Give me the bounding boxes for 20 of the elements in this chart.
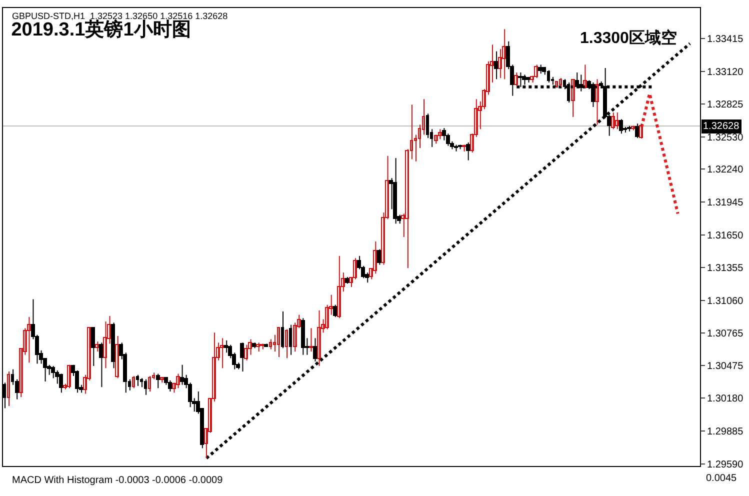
ref-line-label: 1.32628 bbox=[703, 121, 740, 132]
y-tick-label: 1.29885 bbox=[707, 426, 744, 438]
y-tick-label: 1.29590 bbox=[707, 459, 744, 470]
y-tick-label: 1.32530 bbox=[707, 132, 744, 144]
y-tick-label: 1.30475 bbox=[707, 360, 744, 372]
y-tick-label: 1.32240 bbox=[707, 164, 744, 176]
text: MACD With Histogram -0.0003 -0.0006 -0.0009 bbox=[12, 475, 224, 486]
text: 2019.3.1英镑1小时图 bbox=[11, 18, 191, 41]
y-tick-label: 1.32825 bbox=[707, 100, 744, 111]
chart-subtitle: GBPUSD-STD,H1 1.32523 1.32650 1.32516 1.32628 bbox=[12, 11, 228, 21]
y-tick-label: 1.33415 bbox=[707, 34, 744, 46]
annotation: 1.3300区域空 bbox=[580, 29, 677, 47]
y-tick-label: 1.30765 bbox=[707, 328, 744, 340]
y-tick-label: 1.31355 bbox=[707, 263, 744, 274]
y-tick-label: 1.30180 bbox=[707, 394, 744, 405]
y-tick-label: 1.31650 bbox=[707, 230, 744, 242]
y-tick-label: 1.33120 bbox=[707, 66, 744, 78]
y-tick-label: 1.31060 bbox=[707, 296, 744, 307]
y-tick-label: 1.31945 bbox=[707, 197, 744, 208]
text: 0.0045 bbox=[706, 473, 738, 484]
